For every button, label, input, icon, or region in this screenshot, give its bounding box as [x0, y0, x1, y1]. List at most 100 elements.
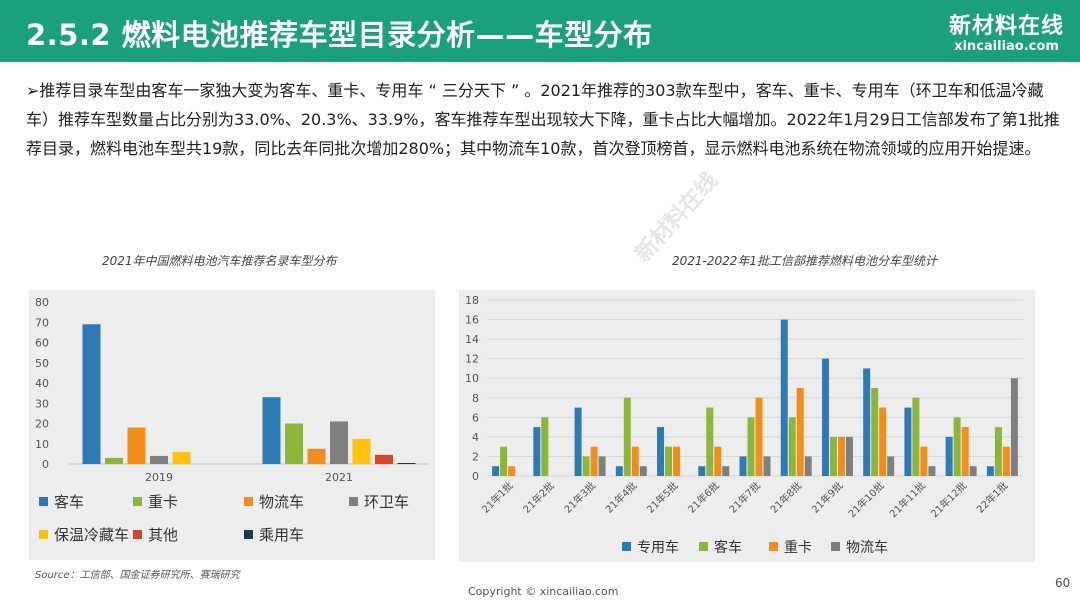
y-tick-label: 30	[35, 397, 49, 410]
bar	[1002, 446, 1010, 476]
bar	[928, 466, 936, 476]
legend-label: 保温冷藏车	[54, 526, 129, 544]
bar	[871, 388, 879, 476]
legend-label: 客车	[54, 493, 84, 511]
y-tick-label: 6	[472, 411, 479, 424]
bar	[920, 446, 928, 476]
legend-swatch	[244, 497, 253, 506]
y-tick-label: 0	[42, 458, 49, 471]
chart2-title: 2021-2022年1批工信部推荐燃料电池分车型统计	[672, 254, 938, 268]
bar	[598, 456, 606, 476]
y-tick-label: 14	[465, 333, 479, 346]
x-tick-label: 2021	[325, 471, 353, 484]
bar	[533, 427, 541, 476]
bar	[780, 319, 788, 476]
bar	[961, 427, 969, 476]
bar	[945, 436, 953, 476]
bar	[541, 417, 549, 476]
x-tick-label: 21年2批	[520, 479, 557, 516]
x-tick-label: 21年12批	[928, 479, 969, 520]
brand-logo: 新材料在线 xincailiao.com	[949, 8, 1064, 54]
bar	[500, 446, 508, 476]
bar	[492, 466, 500, 476]
bar	[904, 407, 912, 476]
bar	[665, 446, 673, 476]
bar	[722, 466, 730, 476]
legend-label: 环卫车	[364, 493, 409, 511]
bar	[698, 466, 706, 476]
x-tick-label: 21年4批	[603, 479, 640, 516]
bullet-paragraph: ➢推荐目录车型由客车一家独大变为客车、重卡、专用车 “ 三分天下 ” 。2021…	[26, 81, 1060, 158]
legend-label: 物流车	[846, 539, 888, 556]
legend-label: 重卡	[784, 540, 812, 556]
bar	[912, 397, 920, 476]
bar	[879, 407, 887, 476]
legend-label: 专用车	[637, 539, 679, 556]
bar	[755, 397, 763, 476]
x-tick-label: 21年6批	[685, 479, 722, 516]
x-tick-label: 21年11批	[887, 479, 928, 520]
bar	[863, 368, 871, 476]
logo-text-en: xincailiao.com	[954, 39, 1059, 54]
bar	[887, 456, 895, 476]
bar	[574, 407, 582, 476]
bar	[953, 417, 961, 476]
bar	[150, 455, 168, 464]
bar	[804, 456, 812, 476]
legend-label: 重卡	[148, 493, 178, 511]
bar	[590, 446, 598, 476]
y-tick-label: 40	[35, 377, 49, 390]
bar	[631, 446, 639, 476]
header-bar: 2.5.2 燃料电池推荐车型目录分析——车型分布 新材料在线 xincailia…	[0, 0, 1080, 62]
bar	[845, 436, 853, 476]
bar	[330, 421, 348, 464]
bar	[747, 417, 755, 476]
bar	[582, 456, 590, 476]
bar	[673, 446, 681, 476]
bar	[1010, 378, 1018, 476]
legend-swatch	[244, 530, 253, 539]
legend-swatch	[133, 530, 142, 539]
bar	[397, 462, 416, 464]
bar	[796, 388, 804, 476]
bar	[262, 397, 281, 464]
copyright: Copyright © xincailiao.com	[468, 585, 619, 598]
x-tick-label: 22年1批	[974, 479, 1011, 516]
x-tick-label: 21年8批	[768, 479, 805, 516]
chart1-svg: 0 10 20 30 40 50 60 70 80 2019 2021 客车 重卡 物流车 环卫车保温冷藏车…	[35, 296, 429, 544]
bar	[994, 427, 1002, 476]
y-tick-label: 50	[35, 357, 49, 370]
bar	[763, 456, 771, 476]
bar	[714, 446, 722, 476]
y-tick-label: 4	[472, 431, 479, 444]
bar	[508, 466, 516, 476]
bar	[986, 466, 994, 476]
x-tick-label: 21年3批	[561, 479, 598, 516]
bar	[615, 466, 623, 476]
y-tick-label: 2	[472, 450, 479, 463]
chart1-title: 2021年中国燃料电池汽车推荐名录车型分布	[102, 254, 337, 268]
y-tick-label: 12	[465, 353, 479, 366]
legend-swatch	[39, 497, 48, 506]
chart1-panel: 0 10 20 30 40 50 60 70 80 2019 2021 客车 重卡 物流车 环卫车 保温冷藏车…	[29, 290, 435, 560]
bar	[105, 457, 123, 464]
x-tick-label: 2019	[145, 471, 173, 484]
legend-swatch	[622, 542, 631, 551]
x-tick-label: 21年5批	[644, 479, 681, 516]
chart2-panel: 0 2 4 6 8 10 12 14 16 18 21年1批 21年2批 21年3批 21年4批 21年5批…	[459, 290, 1035, 562]
x-tick-label: 21年7批	[726, 479, 763, 516]
page-number: 60	[1055, 576, 1071, 590]
legend-swatch	[133, 497, 142, 506]
y-tick-label: 8	[472, 392, 479, 405]
legend-swatch	[769, 542, 778, 551]
bar	[127, 427, 146, 464]
chart2-svg: 0 2 4 6 8 10 12 14 16 18 21年1批 21年2批 21年3批 21年4批 21年5批…	[465, 294, 1023, 556]
y-tick-label: 60	[35, 337, 49, 350]
source-note: Source：工信部、国金证券研究所、赛瑞研究	[35, 570, 240, 581]
bar	[172, 451, 191, 464]
bar	[739, 456, 747, 476]
legend-label: 其他	[148, 526, 178, 544]
page-title: 2.5.2 燃料电池推荐车型目录分析——车型分布	[26, 18, 653, 52]
legend-label: 物流车	[259, 493, 304, 511]
bar	[788, 417, 796, 476]
